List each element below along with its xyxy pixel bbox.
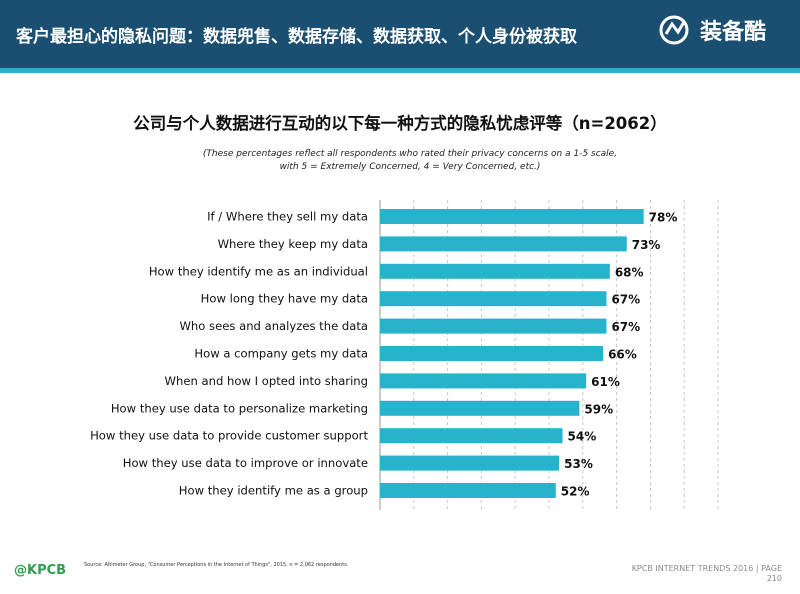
category-label: Where they keep my data [218,237,368,251]
bar [380,209,644,224]
footer-trends-label: KPCB INTERNET TRENDS 2016 | PAGE [631,564,782,573]
category-label: Who sees and analyzes the data [179,319,368,333]
chart-note-line-1: (These percentages reflect all responden… [202,149,618,159]
footer-page-info: KPCB INTERNET TRENDS 2016 | PAGE 210 [632,564,782,584]
brand-logo-icon [659,15,689,45]
value-label: 53% [564,457,593,471]
category-label: How they use data to improve or innovate [123,456,368,470]
chart-note-line-2: with 5 = Extremely Concerned, 4 = Very C… [279,162,541,172]
value-label: 67% [611,320,640,334]
header-accent-rule [0,68,800,73]
value-label: 52% [561,485,590,499]
bar [380,428,563,444]
value-label: 61% [591,375,620,389]
bar [380,291,607,307]
source-note: Source: Altimeter Group, "Consumer Perce… [84,562,349,568]
value-label: 54% [568,430,597,444]
category-label: How a company gets my data [194,347,368,361]
bar [380,346,604,361]
category-label: How they identify me as an individual [149,264,368,278]
value-label: 68% [615,265,644,279]
category-label: If / Where they sell my data [207,210,368,224]
bar-chart: If / Where they sell my data 78% Where the… [90,200,719,511]
bar [380,263,610,279]
bar [380,236,627,252]
value-label: 78% [649,211,678,225]
footer-page-number: 210 [766,574,782,583]
category-label: How they identify me as a group [179,484,368,498]
page-title: 客户最担心的隐私问题：数据兜售、数据存储、数据获取、个人身份被获取 [16,27,577,47]
category-label: How long they have my data [201,292,368,306]
chart-title: 公司与个人数据进行互动的以下每一种方式的隐私忧虑评等（n=2062） [133,114,667,133]
bar [380,483,556,498]
kpcb-brand: @KPCB [14,563,67,578]
value-label: 73% [632,238,661,252]
header-bar: 客户最担心的隐私问题：数据兜售、数据存储、数据获取、个人身份被获取 装备酷 [0,0,800,68]
logo-text: 装备酷 [700,20,767,45]
category-label: How they use data to provide customer su… [90,429,368,443]
value-label: 67% [611,293,640,307]
value-label: 66% [608,348,637,362]
bar [380,373,587,389]
category-label: When and how I opted into sharing [165,374,368,388]
bar [380,455,560,471]
bar [380,400,580,416]
value-label: 59% [584,402,613,416]
category-label: How they use data to personalize marketi… [111,401,368,415]
bar [380,318,607,334]
